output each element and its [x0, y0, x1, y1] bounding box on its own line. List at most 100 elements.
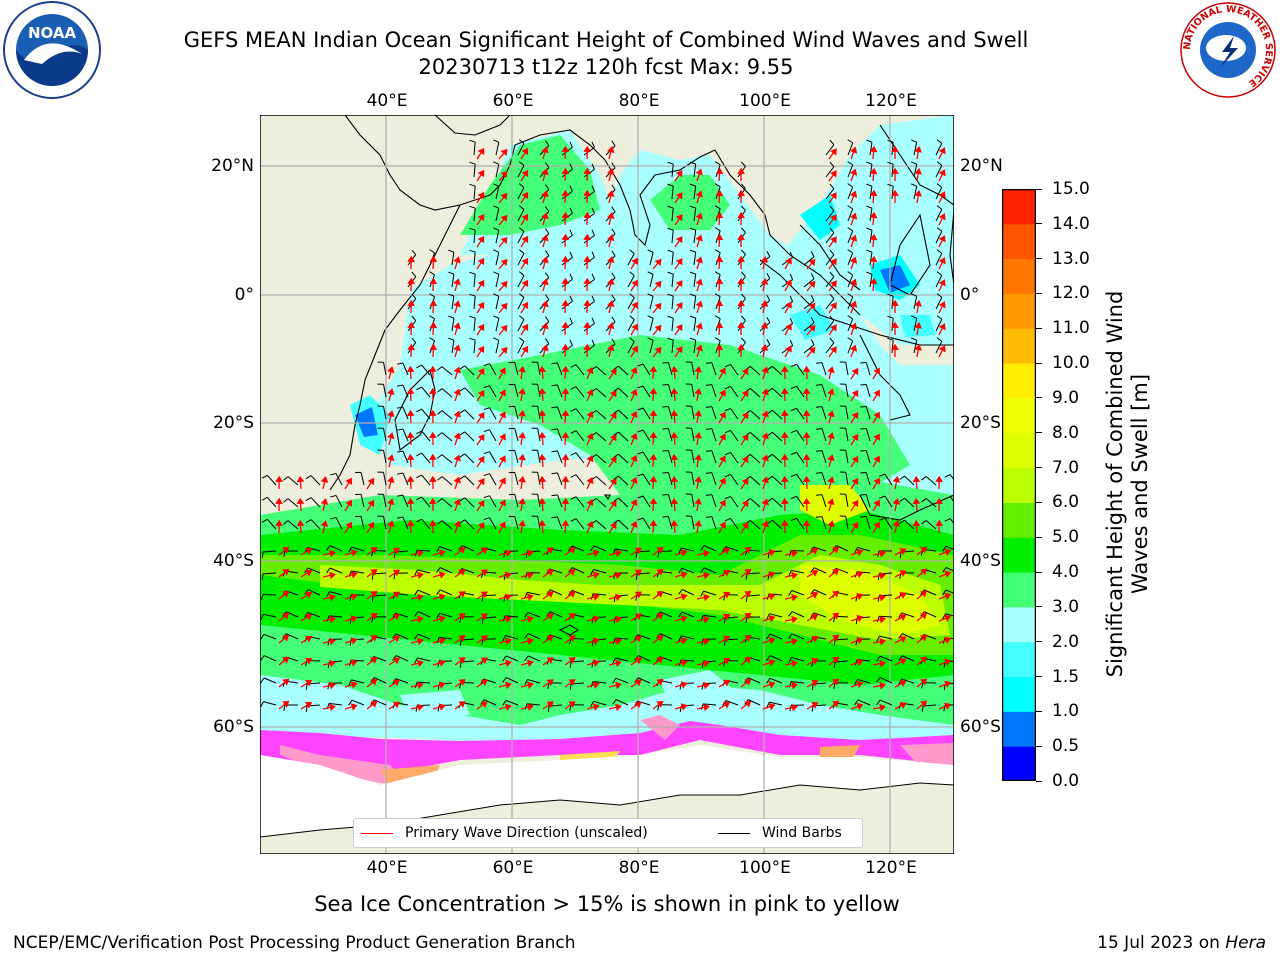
- wind-barb: [749, 431, 761, 442]
- wave-arrow-head: [387, 388, 395, 396]
- wind-barb: [517, 209, 525, 222]
- wind-barb: [383, 406, 387, 420]
- wind-barb: [627, 253, 635, 266]
- wind-barb: [925, 498, 937, 508]
- wave-arrow-head: [656, 700, 664, 708]
- wind-barb-flag: [724, 363, 731, 368]
- wind-barb-flag: [667, 183, 674, 187]
- wave-arrow-head: [630, 388, 638, 397]
- wind-barb-flag: [740, 183, 746, 189]
- wind-barb-flag: [611, 272, 616, 278]
- wind-barb: [691, 516, 695, 530]
- wave-arrow-head: [785, 301, 792, 309]
- wind-barb: [821, 472, 827, 486]
- wave-arrow-head: [541, 322, 549, 330]
- wind-barb-flag: [524, 633, 529, 639]
- wind-barb-flag: [326, 591, 330, 598]
- wind-barb-flag: [437, 498, 443, 503]
- colorbar-tick-label: 4.0: [1052, 562, 1080, 583]
- wind-barb: [667, 494, 673, 508]
- wind-barb-flag: [261, 518, 268, 523]
- wind-barb-flag: [493, 337, 500, 341]
- wind-barb-flag: [569, 339, 573, 346]
- wind-barb: [769, 613, 783, 618]
- wave-arrow-head: [583, 321, 592, 328]
- wind-barb: [439, 567, 453, 574]
- colorbar-bin: [1002, 363, 1036, 399]
- wind-barb-flag: [700, 567, 705, 573]
- colorbar-tick-mark: [1036, 641, 1042, 643]
- wind-barb-flag: [766, 613, 770, 620]
- wave-arrow-head: [944, 636, 952, 644]
- colorbar: [1002, 189, 1036, 781]
- wind-barb-flag: [396, 428, 404, 431]
- wave-arrow-head: [387, 410, 395, 418]
- wave-arrow-head: [791, 593, 798, 602]
- wind-barb-flag: [724, 385, 731, 390]
- wind-barb-flag: [493, 293, 500, 297]
- wave-arrow-head: [832, 678, 840, 686]
- wind-barb-flag: [396, 406, 404, 409]
- wave-arrow-head: [606, 256, 615, 264]
- wave-arrow-head: [899, 680, 907, 687]
- wave-arrow-head: [656, 590, 664, 598]
- wind-barb: [517, 187, 525, 200]
- wave-arrow-head: [480, 679, 488, 687]
- wind-barb-flag: [714, 271, 721, 276]
- wave-arrow-head: [873, 389, 880, 397]
- wave-arrow-head: [715, 321, 724, 329]
- wave-arrow-head: [350, 681, 358, 689]
- wave-arrow-head: [615, 615, 622, 624]
- wind-barb: [671, 296, 674, 310]
- wave-arrow-head: [856, 548, 864, 557]
- wave-arrow-head: [583, 343, 592, 350]
- wind-barb-flag: [348, 546, 353, 553]
- wind-barb-flag: [591, 339, 595, 346]
- wind-barb: [878, 615, 893, 618]
- wave-arrow-head: [541, 300, 549, 308]
- wind-barb-flag: [847, 271, 853, 276]
- wave-arrow-head: [500, 346, 508, 355]
- wave-arrow-head: [741, 368, 749, 376]
- wind-barb-flag: [547, 682, 550, 689]
- wave-arrow-head: [406, 497, 415, 505]
- wind-barb-flag: [437, 388, 443, 393]
- wave-arrow-head: [715, 211, 724, 219]
- wind-barb-flag: [829, 271, 835, 277]
- colorbar-tick-label: 7.0: [1052, 457, 1080, 478]
- wave-arrow-head: [791, 615, 798, 624]
- wind-barb-flag: [459, 616, 462, 623]
- wind-barb-flag: [637, 385, 644, 389]
- wave-arrow-head: [609, 522, 617, 530]
- wave-arrow-head: [869, 255, 878, 263]
- wave-arrow-head: [521, 323, 529, 332]
- wind-barb-flag: [942, 613, 946, 620]
- wave-arrow-head: [406, 431, 415, 439]
- wind-barb-flag: [789, 317, 794, 324]
- wave-arrow-head: [873, 499, 880, 507]
- wind-barb: [473, 142, 476, 156]
- wave-arrow-head: [541, 168, 549, 176]
- wind-barb: [572, 567, 585, 574]
- wind-barb-flag: [469, 337, 476, 341]
- wave-arrow-head: [856, 680, 864, 689]
- wind-barb: [537, 494, 541, 508]
- wave-arrow-head: [703, 593, 710, 602]
- wind-barb: [595, 498, 607, 508]
- wind-barb-flag: [518, 227, 525, 232]
- wind-barb-flag: [921, 705, 924, 712]
- wind-barb: [857, 546, 871, 552]
- wind-barb: [618, 453, 629, 464]
- wave-arrow-head: [892, 498, 901, 505]
- wave-arrow-head: [630, 476, 638, 485]
- wind-barb: [517, 143, 525, 156]
- wave-arrow-head: [500, 170, 508, 179]
- wind-barb-flag: [569, 141, 573, 148]
- wave-arrow-head: [631, 301, 638, 309]
- wind-barb: [517, 253, 525, 266]
- wind-barb-flag: [481, 618, 484, 625]
- wave-arrow-head: [680, 615, 688, 623]
- wind-barb-flag: [705, 362, 712, 364]
- wind-barb: [747, 677, 761, 684]
- wind-barb-flag: [637, 451, 644, 455]
